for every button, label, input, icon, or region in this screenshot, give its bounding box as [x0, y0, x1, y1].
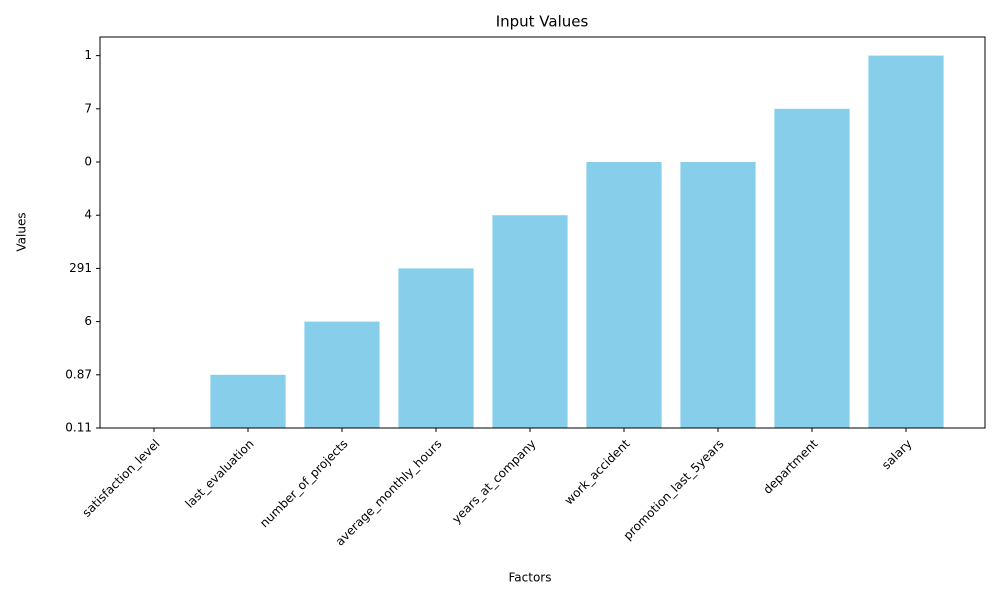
bar	[492, 215, 568, 428]
x-tick-label: number_of_projects	[257, 437, 351, 531]
chart-title: Input Values	[496, 13, 589, 31]
x-tick-label: last_evaluation	[183, 437, 257, 511]
x-tick-label: years_at_company	[449, 437, 538, 526]
x-tick-label: promotion_last_5years	[621, 437, 727, 543]
bar	[774, 108, 850, 428]
bar	[868, 55, 944, 428]
x-tick-label: work_accident	[562, 436, 633, 507]
y-tick-label: 6	[84, 314, 92, 328]
y-tick-label: 0.11	[65, 421, 92, 435]
y-tick-label: 4	[84, 208, 92, 222]
y-tick-label: 1	[84, 48, 92, 62]
bar	[398, 268, 474, 428]
y-tick-label: 0	[84, 155, 92, 169]
x-tick-label: salary	[879, 437, 915, 473]
y-tick-label: 0.87	[65, 367, 92, 381]
bar	[210, 374, 286, 428]
x-tick-label: average_monthly_hours	[333, 437, 445, 549]
bar	[304, 321, 380, 428]
x-tick-label: department	[760, 436, 820, 496]
bar	[586, 162, 662, 428]
plot-frame	[99, 36, 986, 429]
x-axis-label: Factors	[509, 571, 552, 585]
y-axis-label: Values	[15, 212, 29, 251]
bar	[680, 162, 756, 428]
y-tick-label: 291	[69, 261, 92, 275]
x-tick-label: satisfaction_level	[79, 437, 162, 520]
y-tick-label: 7	[84, 101, 92, 115]
